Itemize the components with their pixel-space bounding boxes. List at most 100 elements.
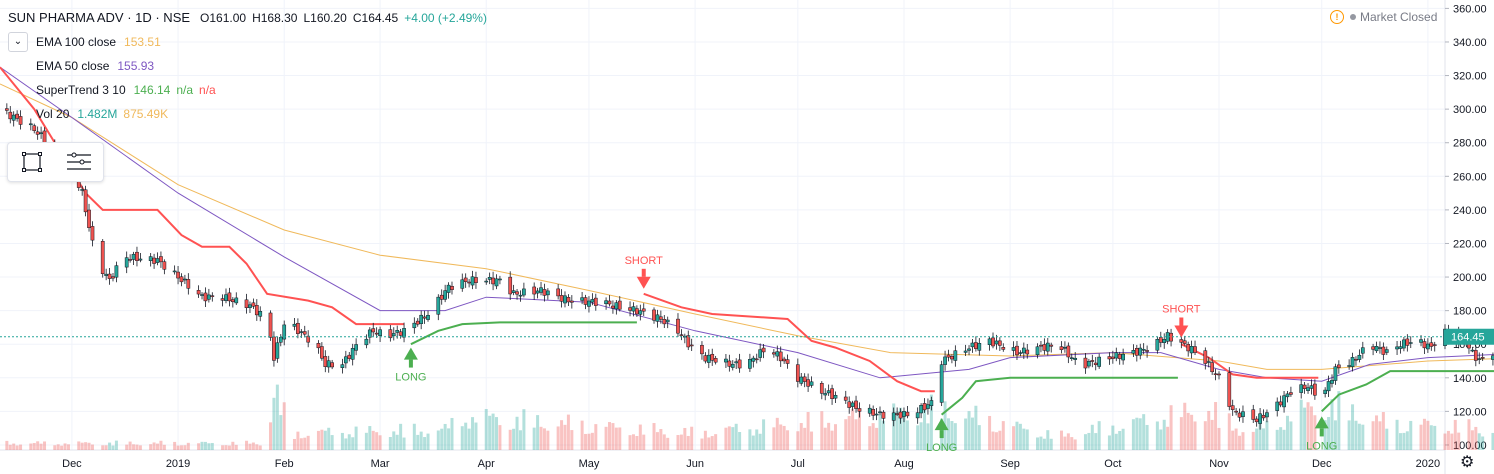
candle-body — [785, 359, 790, 364]
candle-body — [1477, 358, 1482, 360]
candle-body — [1254, 418, 1259, 423]
volume-bar — [892, 403, 896, 450]
candle-body — [679, 334, 684, 336]
open-value: O161.00 — [200, 11, 247, 25]
volume-bar — [173, 441, 177, 450]
rectangle-icon[interactable] — [17, 147, 47, 177]
volume-bar — [950, 421, 954, 450]
candle-body — [1398, 346, 1403, 349]
chevron-down-icon[interactable]: ⌄ — [8, 32, 28, 52]
candle-body — [1405, 338, 1410, 346]
price-tick-label: 100.00 — [1453, 440, 1487, 452]
volume-bar — [1337, 391, 1341, 450]
warning-icon[interactable]: ! — [1330, 10, 1344, 24]
lines-icon[interactable] — [64, 147, 94, 177]
volume-bar — [436, 430, 440, 450]
volume-bar — [679, 434, 683, 450]
candle-body — [402, 328, 406, 338]
volume-bar — [604, 426, 608, 450]
volume-bar — [84, 442, 88, 450]
volume-bar — [902, 411, 906, 450]
volume-bar — [77, 441, 81, 450]
candle-body — [272, 336, 276, 361]
close-value: C164.45 — [352, 11, 399, 25]
candle-body — [854, 400, 858, 409]
volume-bar — [234, 444, 238, 450]
volume-bar — [714, 434, 718, 450]
volume-bar — [508, 429, 512, 450]
candle-body — [474, 277, 478, 283]
candle-body — [159, 256, 163, 263]
indicator-volume[interactable]: Vol 20 1.482M 875.49K — [8, 102, 493, 126]
candle-body — [967, 348, 971, 351]
candle-body — [436, 296, 441, 315]
volume-bar — [1097, 421, 1101, 450]
volume-bar — [1470, 430, 1474, 450]
volume-bar — [977, 425, 981, 450]
volume-bar — [388, 437, 392, 450]
volume-bar — [786, 430, 790, 450]
volume-bar — [827, 422, 831, 450]
long-signal-arrow[interactable] — [403, 347, 418, 360]
volume-bar — [881, 420, 885, 450]
volume-bar — [707, 437, 711, 450]
change-value: +4.00 (+2.49%) — [404, 11, 487, 25]
volume-bar — [467, 428, 471, 450]
candle-body — [1306, 387, 1310, 391]
volume-bar — [686, 435, 690, 450]
volume-bar — [1481, 436, 1485, 450]
volume-bar — [1347, 420, 1351, 450]
candle-body — [830, 388, 834, 399]
candle-body — [1384, 349, 1389, 353]
long-signal-arrow[interactable] — [1314, 416, 1329, 429]
candle-body — [1158, 337, 1163, 343]
indicator-name: SuperTrend 3 10 — [36, 83, 126, 97]
volume-bar — [803, 427, 807, 450]
volume-bar — [1210, 419, 1214, 450]
volume-bar — [748, 429, 752, 450]
indicator-ema50[interactable]: EMA 50 close 155.93 — [8, 54, 493, 78]
candle-body — [833, 394, 838, 399]
volume-bar — [464, 422, 468, 450]
volume-bar — [820, 411, 824, 450]
symbol-title[interactable]: SUN PHARMA ADV · 1D · NSE — [8, 10, 191, 25]
volume-bar — [1357, 423, 1361, 450]
indicator-ema100[interactable]: ⌄ EMA 100 close 153.51 — [8, 30, 493, 54]
volume-bar — [974, 405, 978, 450]
volume-bar — [1183, 402, 1187, 450]
candle-body — [323, 356, 328, 367]
volume-bar — [751, 435, 755, 450]
short-signal-arrow[interactable] — [1174, 325, 1189, 338]
supertrend-up-line — [940, 376, 1178, 416]
short-signal-arrow[interactable] — [636, 276, 651, 289]
volume-bar — [782, 425, 786, 450]
volume-bar — [758, 433, 762, 450]
candle-body — [484, 280, 489, 283]
candle-body — [248, 304, 252, 308]
candle-body — [977, 343, 982, 351]
candle-body — [251, 302, 256, 307]
indicator-value: n/a — [176, 83, 194, 97]
candle-body — [155, 258, 160, 263]
indicator-supertrend[interactable]: SuperTrend 3 10 146.14 n/a n/a — [8, 78, 493, 102]
candle-body — [275, 342, 280, 359]
time-tick-label: Jun — [686, 458, 704, 470]
volume-bar — [176, 445, 180, 450]
volume-bar — [830, 430, 834, 450]
volume-bar — [926, 423, 930, 450]
volume-bar — [63, 443, 67, 450]
long-signal-arrow[interactable] — [934, 418, 949, 431]
volume-bar — [851, 408, 855, 450]
candle-body — [775, 351, 780, 357]
volume-bar — [255, 444, 259, 450]
candle-body — [498, 278, 502, 281]
candle-body — [604, 300, 608, 305]
long-signal-label: LONG — [926, 442, 957, 454]
candle-body — [1289, 392, 1293, 395]
candle-body — [1025, 349, 1030, 355]
gear-icon[interactable]: ⚙ — [1460, 454, 1475, 471]
volume-bar — [1491, 432, 1494, 450]
candle-body — [655, 314, 660, 322]
